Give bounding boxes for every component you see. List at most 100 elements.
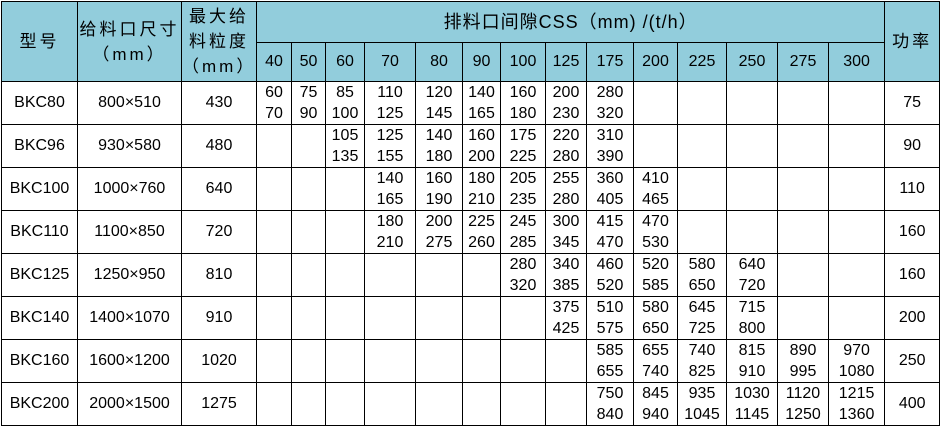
capacity-cell xyxy=(415,296,463,340)
capacity-cell xyxy=(633,81,678,125)
capacity-cell: 750 840 xyxy=(586,382,634,426)
capacity-cell xyxy=(325,382,365,426)
capacity-cell: 585 655 xyxy=(586,339,634,383)
capacity-cell xyxy=(256,339,292,383)
capacity-cell: 970 1080 xyxy=(827,339,886,383)
capacity-cell xyxy=(726,81,778,125)
capacity-cell: 280 320 xyxy=(500,253,546,297)
capacity-cell xyxy=(726,210,778,254)
capacity-cell: 60 70 xyxy=(256,81,292,125)
capacity-cell: 340 385 xyxy=(545,253,587,297)
model-cell: BKC96 xyxy=(1,124,78,168)
capacity-cell xyxy=(462,253,501,297)
capacity-cell xyxy=(291,296,326,340)
feed-opening-cell: 1250×950 xyxy=(77,253,182,297)
capacity-cell xyxy=(500,339,546,383)
capacity-cell xyxy=(677,81,727,125)
capacity-cell: 935 1045 xyxy=(677,382,727,426)
feed-opening-cell: 2000×1500 xyxy=(77,382,182,426)
capacity-cell: 890 995 xyxy=(777,339,829,383)
capacity-cell: 125 155 xyxy=(364,124,416,168)
header-css-value: 175 xyxy=(586,42,634,82)
max-feed-cell: 1020 xyxy=(181,339,257,383)
feed-opening-cell: 1000×760 xyxy=(77,167,182,211)
capacity-cell xyxy=(500,382,546,426)
capacity-cell: 175 225 xyxy=(500,124,546,168)
table-row: BKC160 1600×1200 1020 585 655 655 740 740 825… xyxy=(1,339,940,383)
model-cell: BKC140 xyxy=(1,296,78,340)
capacity-cell xyxy=(364,253,416,297)
capacity-cell: 180 210 xyxy=(364,210,416,254)
crusher-spec-table: 型号 给料口尺寸 （mm） 最大给 料粒度 （mm） 排料口间隙CSS（mm) … xyxy=(1,1,940,426)
capacity-cell: 640 720 xyxy=(726,253,778,297)
max-feed-cell: 480 xyxy=(181,124,257,168)
capacity-cell: 715 800 xyxy=(726,296,778,340)
capacity-cell: 110 125 xyxy=(364,81,416,125)
feed-opening-cell: 1100×850 xyxy=(77,210,182,254)
header-css-value: 80 xyxy=(415,42,463,82)
model-cell: BKC80 xyxy=(1,81,78,125)
capacity-cell xyxy=(256,382,292,426)
capacity-cell xyxy=(545,339,587,383)
header-css-value: 125 xyxy=(545,42,587,82)
header-max-feed-size: 最大给 料粒度 （mm） xyxy=(181,1,257,82)
capacity-cell xyxy=(827,124,886,168)
model-cell: BKC200 xyxy=(1,382,78,426)
capacity-cell xyxy=(256,210,292,254)
header-feed-opening: 给料口尺寸 （mm） xyxy=(77,1,182,82)
table-row: BKC200 2000×1500 1275 750 840 845 940 935 104… xyxy=(1,382,940,426)
capacity-cell: 1215 1360 xyxy=(827,382,886,426)
capacity-cell xyxy=(462,296,501,340)
model-cell: BKC110 xyxy=(1,210,78,254)
capacity-cell: 160 200 xyxy=(462,124,501,168)
capacity-cell xyxy=(462,382,501,426)
capacity-cell: 280 320 xyxy=(586,81,634,125)
capacity-cell: 120 145 xyxy=(415,81,463,125)
capacity-cell: 415 470 xyxy=(586,210,634,254)
capacity-cell: 1030 1145 xyxy=(726,382,778,426)
capacity-cell: 205 235 xyxy=(500,167,546,211)
model-cell: BKC125 xyxy=(1,253,78,297)
capacity-cell xyxy=(415,382,463,426)
header-css-value: 200 xyxy=(633,42,678,82)
capacity-cell: 255 280 xyxy=(545,167,587,211)
capacity-cell xyxy=(677,210,727,254)
power-cell: 250 xyxy=(884,339,940,383)
capacity-cell: 360 405 xyxy=(586,167,634,211)
capacity-cell: 740 825 xyxy=(677,339,727,383)
capacity-cell: 310 390 xyxy=(586,124,634,168)
capacity-cell xyxy=(827,210,886,254)
table-row: BKC96 930×580 480 105 135 125 155 140 180 160 … xyxy=(1,124,940,168)
max-feed-cell: 810 xyxy=(181,253,257,297)
header-css-value: 70 xyxy=(364,42,416,82)
power-cell: 160 xyxy=(884,253,940,297)
max-feed-cell: 1275 xyxy=(181,382,257,426)
capacity-cell xyxy=(256,253,292,297)
capacity-cell: 470 530 xyxy=(633,210,678,254)
capacity-cell xyxy=(364,339,416,383)
header-css-value: 300 xyxy=(827,42,886,82)
max-feed-cell: 430 xyxy=(181,81,257,125)
capacity-cell: 645 725 xyxy=(677,296,727,340)
capacity-cell xyxy=(364,382,416,426)
power-cell: 400 xyxy=(884,382,940,426)
capacity-cell: 140 165 xyxy=(462,81,501,125)
power-cell: 75 xyxy=(884,81,940,125)
capacity-cell xyxy=(291,167,326,211)
capacity-cell: 580 650 xyxy=(677,253,727,297)
power-cell: 200 xyxy=(884,296,940,340)
capacity-cell xyxy=(777,81,829,125)
model-cell: BKC160 xyxy=(1,339,78,383)
capacity-cell xyxy=(677,124,727,168)
header-css-value: 275 xyxy=(777,42,829,82)
capacity-cell: 105 135 xyxy=(325,124,365,168)
max-feed-cell: 640 xyxy=(181,167,257,211)
capacity-cell xyxy=(633,124,678,168)
header-css-value: 250 xyxy=(726,42,778,82)
header-css-value: 40 xyxy=(256,42,292,82)
header-css-value: 50 xyxy=(291,42,326,82)
capacity-cell xyxy=(777,210,829,254)
capacity-cell xyxy=(256,167,292,211)
capacity-cell xyxy=(291,253,326,297)
capacity-cell: 225 260 xyxy=(462,210,501,254)
